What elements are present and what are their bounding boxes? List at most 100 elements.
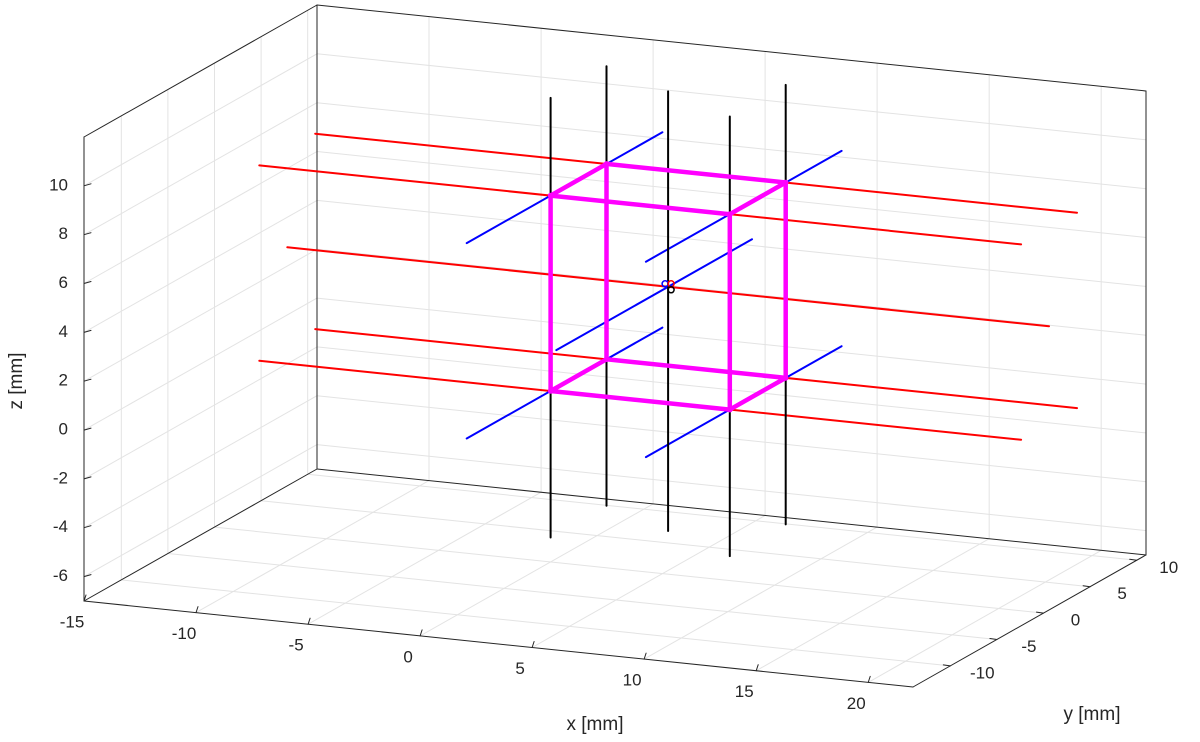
cube-vertex [727,211,733,217]
y-tick-mark [1036,611,1044,614]
z-tick-label: -4 [53,517,68,536]
grid-line [867,549,1102,683]
z-tick-mark [83,378,92,382]
grid-line [83,444,318,578]
grid-line [307,473,1138,561]
z-tick-label: 0 [59,420,68,439]
y-tick-label: 10 [1159,558,1178,577]
z-tick-mark [83,183,92,187]
axes-box-edge [83,468,318,602]
x-axis-label: x [mm] [567,714,624,735]
z-tick-label: 10 [49,175,68,194]
x-tick-mark [419,629,423,637]
z-tick-mark [83,232,92,236]
grid-line [643,526,878,660]
grid-line [316,102,1147,190]
x-tick-label: -15 [60,612,85,631]
z-tick-label: -6 [53,566,68,585]
z-tick-label: 8 [59,224,68,243]
x-tick-mark [83,594,87,602]
z-tick-mark [83,476,92,480]
cube-vertex [727,406,733,413]
z-tick-label: 6 [59,273,68,292]
x-tick-mark [867,675,871,683]
grid-line [260,500,1091,588]
cube-vertex [603,356,610,363]
data-layer [258,65,1078,558]
center-marker [667,286,675,294]
grid-line [531,515,766,648]
y-tick-mark [942,664,951,667]
x-tick-label: 20 [847,694,866,713]
grid-line [83,346,318,480]
z-tick-mark [83,574,92,578]
axes-box-edge [83,600,914,688]
grid-line [83,53,318,187]
cube-edge [727,375,788,412]
z-tick-mark [83,329,92,333]
y-tick-label: -5 [1021,637,1036,656]
grid-line [83,248,318,382]
y-axis-label: y [mm] [1064,704,1121,725]
axes-box-edge [83,4,318,138]
y-tick-label: 5 [1117,584,1126,603]
x-tick-label: 5 [515,659,524,678]
cube-edge [548,193,733,217]
axes-box [83,4,1147,688]
grid-line [316,444,1147,532]
axes-box-edge [316,468,1147,556]
grid-line [83,151,318,284]
grid-line [419,503,654,637]
cube-vertex [782,375,789,381]
grid-line [214,526,1044,614]
x-tick-mark [531,641,535,648]
x-tick-mark [755,664,759,672]
cube-edge [548,388,733,412]
axes-box-edge [316,4,1147,92]
x-tick-mark [195,606,199,614]
z-tick-mark [83,281,92,284]
grid-line [83,297,318,431]
cube-edge [548,357,609,394]
x-tick-label: 10 [623,671,642,690]
cube-vertex [782,179,789,186]
grid-layer [83,4,1147,683]
x-tick-label: -5 [289,636,304,655]
grid-line [755,538,990,672]
grid-line [83,102,318,236]
axes-box-edge [912,554,1147,688]
grid-line [316,395,1147,483]
z-tick-label: 4 [59,322,68,341]
grid-line [307,491,542,625]
z-tick-label: -2 [53,468,68,487]
grid-line [316,151,1147,238]
grid-line [316,53,1147,141]
y-tick-label: -10 [970,663,995,682]
x-tick-label: 15 [735,682,754,701]
y-direction-line [555,238,753,352]
grid-line [83,395,318,529]
tick-labels: -15 -10 -5 0 5 10 15 20 -10 -5 0 5 10 -6 -4 -2 0 2 4 6 8 10 [49,175,1178,713]
z-tick-label: 2 [59,371,68,390]
cube-vertex [547,388,554,394]
cube-edge [727,180,788,217]
y-tick-label: 0 [1071,611,1080,630]
x-tick-label: 0 [403,647,412,666]
z-tick-mark [83,525,92,529]
cube-vertex [603,161,610,167]
x-tick-label: -10 [172,624,197,643]
grid-line [120,579,951,667]
cube-edge [604,161,788,185]
grid-line [167,553,998,640]
y-tick-mark [1082,585,1091,588]
z-tick-mark [83,427,92,431]
grid-line [195,480,430,614]
grid-line [83,199,318,333]
x-tick-mark [307,617,311,625]
cube-edge [548,161,609,198]
y-tick-mark [1129,558,1138,561]
y-tick-mark [989,638,998,640]
cube-vertex [547,192,554,199]
cube-edge [604,357,788,381]
